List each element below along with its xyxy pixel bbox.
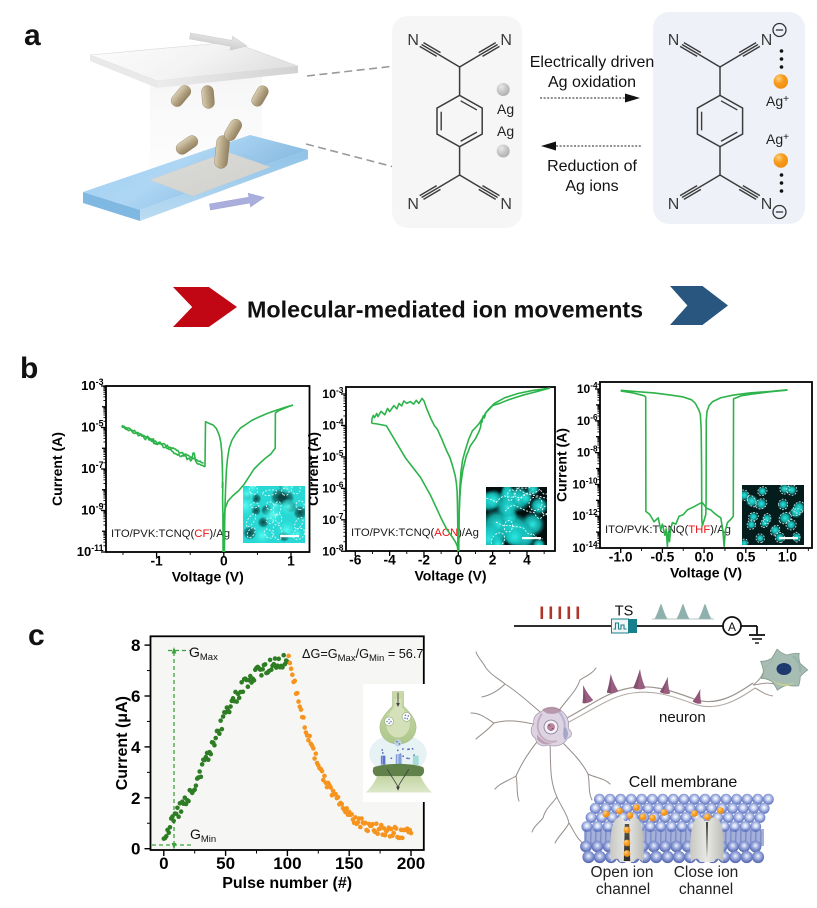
svg-text:Current (A): Current (A) bbox=[305, 432, 321, 506]
svg-text:Open ion: Open ion bbox=[591, 864, 654, 881]
svg-text:Voltage (V): Voltage (V) bbox=[172, 569, 244, 585]
svg-text:0.5: 0.5 bbox=[736, 550, 756, 565]
svg-text:-1.0: -1.0 bbox=[609, 550, 633, 565]
svg-text:N: N bbox=[668, 32, 680, 49]
svg-text:4: 4 bbox=[523, 553, 531, 568]
svg-text:ITO/PVK:TCNQ(CF)/Ag: ITO/PVK:TCNQ(CF)/Ag bbox=[111, 528, 230, 540]
svg-text:channel: channel bbox=[679, 881, 733, 898]
svg-text:Ag: Ag bbox=[497, 123, 514, 139]
svg-text:1.0: 1.0 bbox=[778, 550, 798, 565]
svg-text:A: A bbox=[728, 620, 736, 634]
svg-text:N: N bbox=[668, 196, 680, 213]
svg-text:-2: -2 bbox=[418, 553, 431, 568]
svg-text:ΔG=GMax/GMin = 56.7: ΔG=GMax/GMin = 56.7 bbox=[302, 647, 423, 664]
svg-text:neuron: neuron bbox=[659, 709, 706, 726]
svg-text:-4: -4 bbox=[383, 553, 396, 568]
svg-text:N: N bbox=[407, 32, 419, 49]
svg-text:0: 0 bbox=[131, 840, 140, 859]
svg-text:1: 1 bbox=[287, 554, 295, 569]
svg-text:2: 2 bbox=[131, 789, 140, 808]
svg-text:50: 50 bbox=[216, 854, 235, 873]
svg-text:Pulse number (#): Pulse number (#) bbox=[222, 875, 352, 892]
svg-text:N: N bbox=[407, 196, 419, 213]
svg-text:4: 4 bbox=[131, 738, 141, 757]
svg-text:Electrically driven: Electrically driven bbox=[530, 54, 654, 71]
svg-text:Ag: Ag bbox=[497, 101, 514, 117]
svg-text:200: 200 bbox=[397, 854, 425, 873]
svg-text:Current (A): Current (A) bbox=[49, 432, 65, 506]
svg-text:-1: -1 bbox=[150, 554, 163, 569]
svg-text:Close ion: Close ion bbox=[674, 864, 739, 881]
svg-text:Current (A): Current (A) bbox=[554, 428, 570, 502]
svg-text:Ag oxidation: Ag oxidation bbox=[548, 74, 636, 91]
svg-text:100: 100 bbox=[273, 854, 301, 873]
svg-text:Reduction of: Reduction of bbox=[547, 158, 637, 175]
svg-text:N: N bbox=[500, 32, 512, 49]
svg-text:0: 0 bbox=[159, 854, 168, 873]
svg-text:2: 2 bbox=[489, 553, 497, 568]
svg-text:8: 8 bbox=[131, 636, 140, 655]
svg-text:0: 0 bbox=[220, 554, 228, 569]
svg-text:Current (μA): Current (μA) bbox=[114, 696, 131, 790]
svg-text:0: 0 bbox=[454, 553, 462, 568]
svg-text:150: 150 bbox=[335, 854, 363, 873]
svg-text:-6: -6 bbox=[349, 553, 362, 568]
svg-text:Voltage (V): Voltage (V) bbox=[414, 568, 486, 584]
svg-text:b: b bbox=[20, 352, 38, 385]
svg-text:N: N bbox=[761, 32, 773, 49]
svg-text:c: c bbox=[28, 619, 45, 652]
svg-text:N: N bbox=[500, 196, 512, 213]
svg-text:N: N bbox=[761, 196, 773, 213]
svg-text:ITO/PVK:TCNQ(THF)/Ag: ITO/PVK:TCNQ(THF)/Ag bbox=[605, 524, 731, 536]
svg-text:Voltage (V): Voltage (V) bbox=[670, 565, 742, 581]
svg-text:a: a bbox=[24, 19, 41, 52]
svg-text:6: 6 bbox=[131, 687, 140, 706]
svg-text:Cell membrane: Cell membrane bbox=[629, 774, 738, 791]
svg-text:Molecular-mediated ion movemen: Molecular-mediated ion movements bbox=[247, 297, 643, 323]
svg-text:TS: TS bbox=[615, 604, 634, 620]
svg-text:0.0: 0.0 bbox=[695, 550, 715, 565]
svg-text:-0.5: -0.5 bbox=[651, 550, 675, 565]
svg-text:Ag ions: Ag ions bbox=[565, 178, 618, 195]
svg-text:channel: channel bbox=[596, 881, 650, 898]
